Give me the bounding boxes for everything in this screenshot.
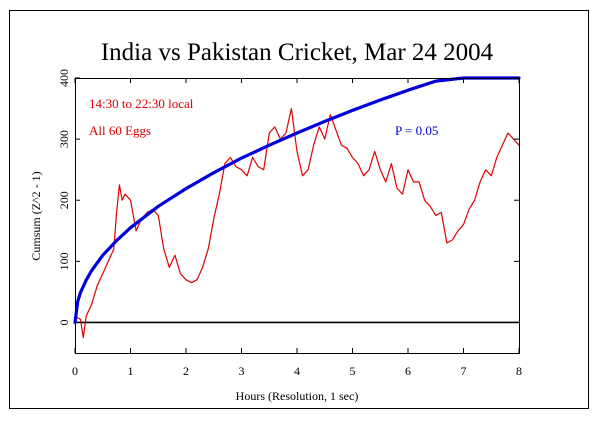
cumsum-series-line — [74, 107, 520, 339]
y-tick-label: 200 — [57, 191, 71, 209]
x-tick-label: 5 — [350, 364, 356, 378]
y-tick-label: 100 — [57, 252, 71, 270]
x-tick-label: 3 — [239, 364, 245, 378]
x-axis-label: Hours (Resolution, 1 sec) — [236, 389, 359, 403]
y-tick-label: 300 — [57, 130, 71, 148]
y-tick-label: 0 — [57, 319, 71, 325]
y-tick-label: 400 — [57, 69, 71, 87]
x-tick-label: 1 — [128, 364, 134, 378]
eggs-annotation: All 60 Eggs — [89, 123, 151, 138]
probability-annotation: P = 0.05 — [395, 123, 438, 138]
y-axis-label: Cumsum (Z^2 - 1) — [29, 171, 43, 260]
x-tick-label: 6 — [405, 364, 411, 378]
x-tick-label: 7 — [461, 364, 467, 378]
plot-border — [75, 78, 520, 354]
probability-envelope-line — [73, 76, 521, 324]
plot-area: 0 1 2 3 4 5 6 7 8 0 100 200 300 400 — [57, 69, 522, 378]
x-tick-label: 2 — [183, 364, 189, 378]
x-tick-label: 0 — [72, 364, 78, 378]
x-tick-label: 8 — [516, 364, 522, 378]
x-tick-label: 4 — [294, 364, 300, 378]
chart-title: India vs Pakistan Cricket, Mar 24 2004 — [101, 39, 494, 66]
outer-border — [9, 10, 589, 409]
time-range-annotation: 14:30 to 22:30 local — [89, 96, 194, 111]
